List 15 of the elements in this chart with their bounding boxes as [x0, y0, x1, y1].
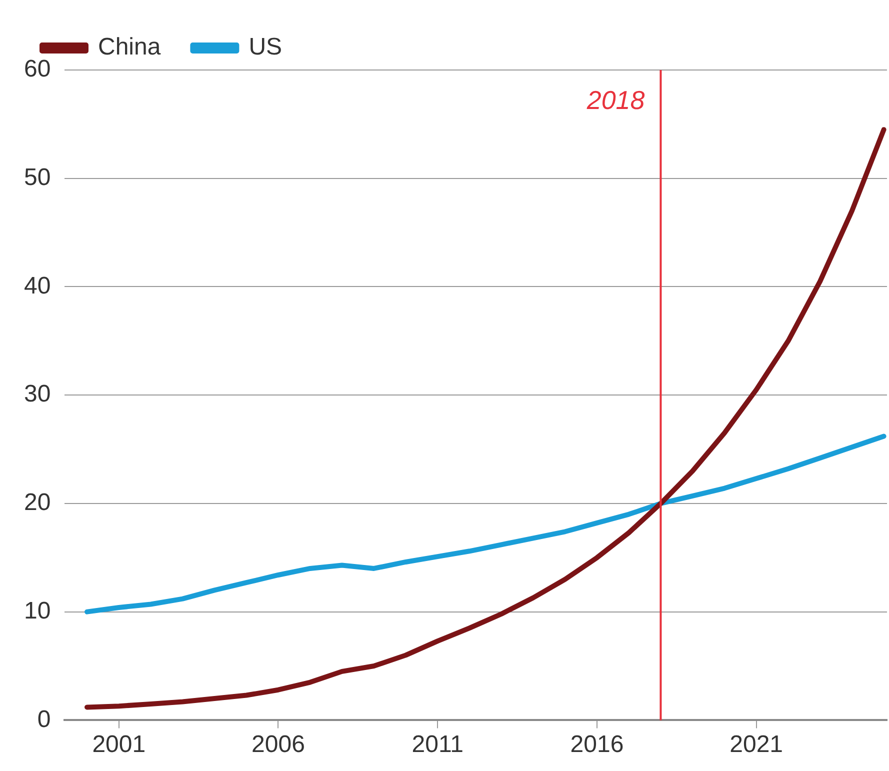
x-tick-label: 2011: [412, 731, 464, 758]
x-tick-label: 2021: [730, 731, 784, 758]
x-tick-label: 2016: [570, 731, 624, 758]
y-tick-label: 30: [24, 380, 51, 408]
ref-line-label: 2018: [586, 85, 646, 116]
y-tick-label: 50: [24, 164, 51, 191]
y-tick-label: 40: [24, 272, 51, 300]
x-tick-label: 2006: [252, 731, 305, 758]
y-tick-label: 20: [24, 489, 51, 516]
y-tick-label: 60: [24, 56, 51, 83]
legend-label: China: [98, 34, 162, 61]
y-tick-label: 0: [37, 706, 51, 733]
y-tick-label: 10: [24, 597, 51, 624]
legend-label: US: [248, 34, 282, 61]
x-tick-label: 2001: [92, 731, 146, 758]
